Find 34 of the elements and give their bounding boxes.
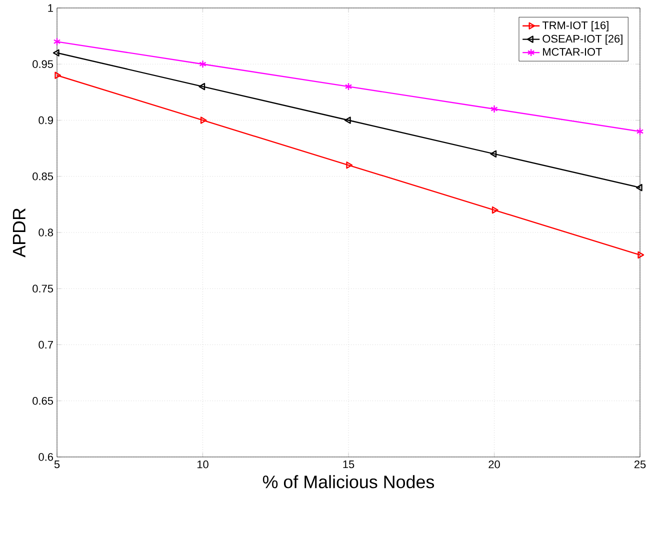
- point: [636, 184, 642, 192]
- point: [198, 82, 206, 90]
- y-tick-label: 0.75: [32, 284, 54, 292]
- y-tick-label: 0.6: [38, 453, 54, 461]
- point: [200, 116, 207, 124]
- point: [492, 206, 498, 214]
- y-tick-label: 0.95: [32, 60, 54, 68]
- point: [53, 38, 61, 46]
- x-tick-label: 5: [54, 460, 60, 468]
- x-tick-label: 20: [488, 460, 500, 468]
- x-tick-label: 25: [634, 460, 646, 468]
- y-axis-title: APDR: [12, 208, 26, 258]
- point: [344, 82, 352, 91]
- x-tick-label: 10: [197, 460, 208, 468]
- x-axis-title: % of Malicious Nodes: [262, 475, 434, 488]
- point: [636, 127, 644, 136]
- point: [346, 162, 353, 169]
- x-tick-label: 15: [343, 460, 354, 468]
- y-tick-label: 0.9: [38, 116, 53, 124]
- point: [490, 104, 498, 114]
- point: [344, 116, 351, 124]
- legend-label: TRM-IOT [16]: [542, 21, 608, 32]
- point: [490, 150, 497, 158]
- y-tick-label: 1: [48, 4, 53, 12]
- y-tick-label: 0.8: [38, 228, 54, 236]
- point: [54, 72, 62, 79]
- point: [199, 60, 206, 68]
- y-tick-label: 0.85: [32, 172, 54, 180]
- y-tick-label: 0.65: [32, 396, 54, 405]
- legend-label: MCTAR-IOT: [543, 48, 602, 56]
- legend-label: OSEAP-IOT [26]: [542, 34, 622, 45]
- point: [638, 251, 644, 259]
- y-tick-label: 0.7: [38, 340, 53, 349]
- point: [52, 49, 60, 56]
